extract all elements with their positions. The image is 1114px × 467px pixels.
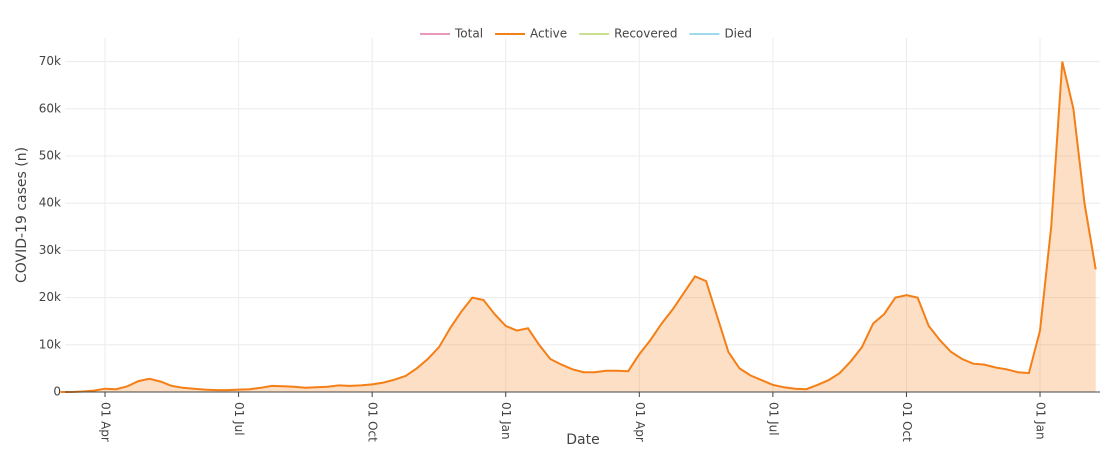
y-tick-label: 0 <box>53 385 61 399</box>
y-tick-label: 60k <box>39 101 61 115</box>
y-tick-label: 30k <box>39 243 61 257</box>
x-tick-label: 01 Jul <box>232 402 246 436</box>
x-tick-label: 01 Jan <box>499 402 513 440</box>
x-tick-label: 01 Oct <box>366 402 380 442</box>
x-tick-label: 01 Jul <box>766 402 780 436</box>
legend-label[interactable]: Died <box>724 27 752 41</box>
y-tick-label: 10k <box>39 337 61 351</box>
y-tick-label: 40k <box>39 196 61 210</box>
line <box>60 61 1097 393</box>
y-axis-title: COVID-19 cases (n) <box>14 147 30 283</box>
y-tick-label: 70k <box>39 54 61 68</box>
y-tick-label: 20k <box>39 290 61 304</box>
x-axis-title: Date <box>566 432 599 448</box>
legend-label[interactable]: Recovered <box>614 27 677 41</box>
legend-label[interactable]: Total <box>454 27 483 41</box>
x-tick-label: 01 Jan <box>1034 402 1048 440</box>
area <box>60 61 1096 392</box>
legend-label[interactable]: Active <box>530 27 567 41</box>
x-tick-label: 01 Oct <box>900 402 914 442</box>
x-tick-label: 01 Apr <box>633 402 647 442</box>
y-tick-label: 50k <box>39 149 61 163</box>
x-tick-label: 01 Apr <box>99 402 113 442</box>
